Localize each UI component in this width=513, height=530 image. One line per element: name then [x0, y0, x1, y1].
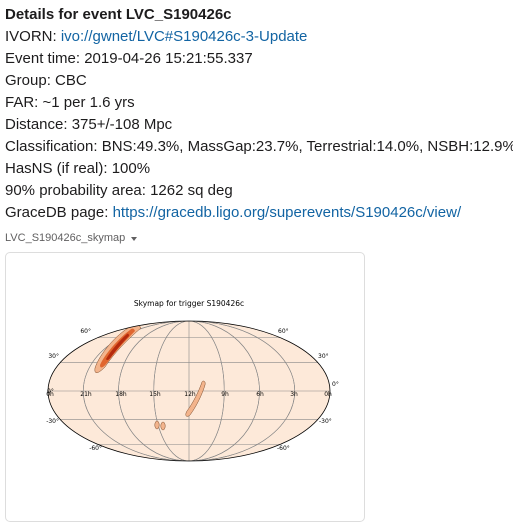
message-body: Details for event LVC_S190426c IVORN: iv…	[5, 4, 513, 224]
far-label: FAR:	[5, 94, 43, 111]
prob-region-south-a	[154, 420, 160, 430]
ivorn-link[interactable]: ivo://gwnet/LVC#S190426c-3-Update	[60, 28, 308, 45]
ra-label-9h: 9h	[221, 391, 229, 398]
gracedb-label: GraceDB page:	[5, 204, 113, 221]
lat-label-right-0: 0°	[332, 381, 339, 388]
classification-line: Classification: BNS:49.3%, MassGap:23.7%…	[5, 136, 513, 158]
classification-label: Classification:	[5, 138, 102, 155]
skymap-plot: Skymap for trigger S190426c 60° 30° 0° -…	[46, 299, 339, 462]
prob-region-north-core	[106, 333, 129, 361]
meridian-line	[82, 321, 296, 461]
group-label: Group:	[5, 72, 56, 89]
far-line: FAR: ~1 per 1.6 yrs	[5, 92, 510, 114]
gracedb-line: GraceDB page: https://gracedb.ligo.org/s…	[5, 202, 510, 224]
event-time-line: Event time: 2019-04-26 15:21:55.337	[5, 48, 510, 70]
lat-label-right-m60: -60°	[277, 445, 290, 452]
chevron-down-icon[interactable]	[131, 236, 138, 241]
skymap-title: Skymap for trigger S190426c	[134, 299, 244, 308]
ra-label-15h: 15h	[149, 391, 161, 398]
distance-line: Distance: 375+/-108 Mpc	[5, 114, 510, 136]
skymap-grid	[48, 321, 330, 461]
distance-value: 375+/-108 Mpc	[71, 116, 173, 133]
group-line: Group: CBC	[5, 70, 510, 92]
lat-label-right-m30: -30°	[319, 418, 332, 425]
skymap-image[interactable]: Skymap for trigger S190426c 60° 30° 0° -…	[5, 252, 365, 522]
lat-label-left-60: 60°	[80, 328, 91, 335]
area-line: 90% probability area: 1262 sq deg	[5, 180, 510, 202]
hasns-line: HasNS (if real): 100%	[5, 158, 510, 180]
ivorn-label: IVORN:	[5, 28, 61, 45]
group-value: CBC	[55, 72, 87, 89]
meridian-line	[153, 321, 225, 461]
classification-value: BNS:49.3%, MassGap:23.7%, Terrestrial:14…	[101, 138, 513, 155]
message-title: Details for event LVC_S190426c	[5, 6, 232, 23]
ra-label-6h: 6h	[256, 391, 264, 398]
ivorn-line: IVORN: ivo://gwnet/LVC#S190426c-3-Update	[5, 26, 510, 48]
lat-label-right-30: 30°	[318, 353, 329, 360]
lat-label-right-60: 60°	[278, 328, 289, 335]
distance-label: Distance:	[5, 116, 72, 133]
lat-label-left-m60: -60°	[89, 445, 102, 452]
attachment-name: LVC_S190426c_skymap	[5, 232, 126, 244]
prob-region-central	[185, 380, 206, 417]
skymap-outline	[47, 320, 331, 462]
lat-label-left-m30: -30°	[46, 418, 59, 425]
area-label: 90% probability area:	[5, 182, 151, 199]
hasns-label: HasNS (if real):	[5, 160, 112, 177]
far-value: ~1 per 1.6 yrs	[42, 94, 135, 111]
ra-label-0h-left: 0h	[46, 391, 54, 398]
attachment-header[interactable]: LVC_S190426c_skymap	[5, 232, 138, 244]
prob-region-south-b	[160, 421, 166, 431]
gracedb-link[interactable]: https://gracedb.ligo.org/superevents/S19…	[112, 204, 462, 221]
lat-label-left-0: 0°	[47, 388, 54, 395]
lat-label-left-30: 30°	[48, 353, 59, 360]
event-time-label: Event time:	[5, 50, 85, 67]
ra-label-12h: 12h	[184, 391, 196, 398]
area-value: 1262 sq deg	[150, 182, 233, 199]
meridian-line	[118, 321, 260, 461]
event-time-value: 2019-04-26 15:21:55.337	[84, 50, 253, 67]
ra-label-21h: 21h	[80, 391, 92, 398]
hasns-value: 100%	[111, 160, 151, 177]
ra-label-0h-right: 0h	[324, 391, 332, 398]
ra-label-3h: 3h	[290, 391, 298, 398]
ra-label-18h: 18h	[115, 391, 127, 398]
